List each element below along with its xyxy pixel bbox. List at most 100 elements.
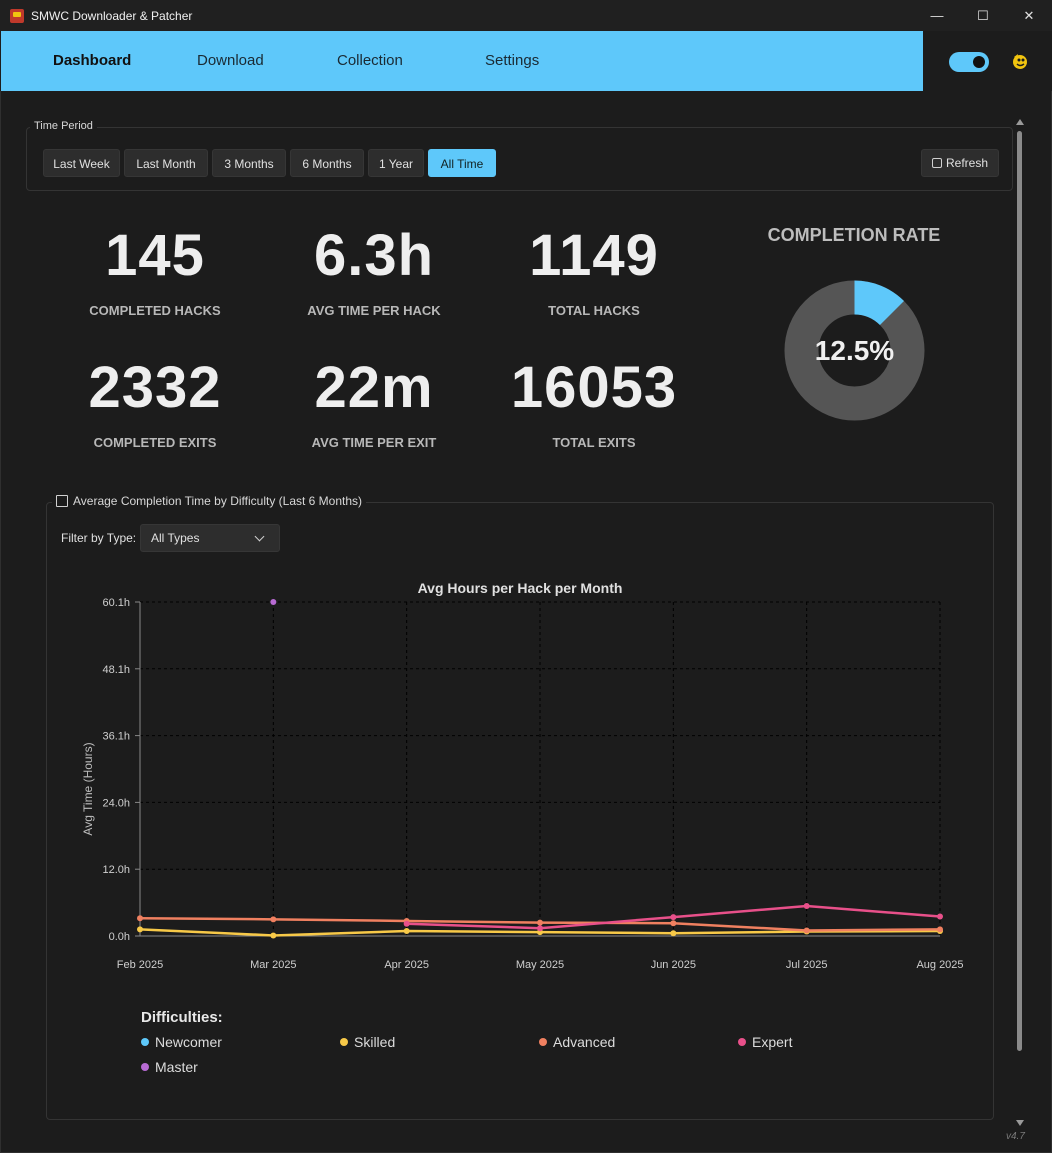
completion-donut	[784, 280, 925, 421]
time-period-group	[26, 127, 1013, 191]
app-icon	[10, 8, 24, 23]
legend-dot	[141, 1038, 149, 1046]
period-6-months-button[interactable]: 6 Months	[290, 149, 364, 177]
x-tick-label: Apr 2025	[384, 959, 429, 971]
legend-dot	[539, 1038, 547, 1046]
stat-avg-time-exit-label: AVG TIME PER EXIT	[311, 435, 437, 450]
stat-total-exits-value: 16053	[510, 355, 678, 420]
legend-dot	[141, 1063, 149, 1071]
series-point-advanced	[670, 920, 677, 927]
x-tick-label: May 2025	[516, 959, 564, 971]
stat-completed-exits-value: 2332	[88, 355, 222, 420]
chart-title: Avg Hours per Hack per Month	[418, 580, 623, 596]
scroll-down-icon[interactable]	[1016, 1120, 1024, 1126]
maximize-button[interactable]: ☐	[977, 7, 989, 23]
x-tick-label: Jul 2025	[786, 959, 828, 971]
chart-group	[46, 502, 994, 1120]
legend-item-expert: Expert	[738, 1034, 792, 1050]
tab-settings[interactable]: Settings	[485, 52, 540, 69]
donut-fill	[853, 280, 904, 326]
stat-total-hacks-value: 1149	[529, 223, 659, 288]
window-title: SMWC Downloader & Patcher	[31, 8, 193, 23]
tab-collection[interactable]: Collection	[337, 52, 403, 69]
y-tick-label: 0.0h	[109, 931, 130, 943]
y-tick-label: 12.0h	[102, 864, 130, 876]
series-point-expert	[670, 914, 677, 921]
chart-group-legend: Average Completion Time by Difficulty (L…	[52, 494, 367, 508]
series-point-skilled	[670, 930, 677, 937]
legend-item-skilled: Skilled	[340, 1034, 395, 1050]
legend-label: Expert	[752, 1034, 793, 1050]
nav-actions	[923, 31, 1051, 91]
chart-icon	[56, 495, 68, 507]
tab-download[interactable]: Download	[197, 52, 264, 69]
period-last-month-button[interactable]: Last Month	[124, 149, 208, 177]
legend-item-master: Master	[141, 1059, 198, 1075]
series-point-advanced	[937, 926, 943, 933]
time-period-legend: Time Period	[30, 120, 97, 132]
stat-completed-hacks-value: 145	[105, 223, 205, 288]
refresh-button[interactable]: Refresh	[921, 149, 999, 177]
y-axis-label: Avg Time (Hours)	[81, 742, 95, 835]
stat-avg-time-exit-value: 22m	[314, 355, 434, 420]
filter-type-value: All Types	[151, 531, 200, 545]
filter-type-select[interactable]: All Types	[140, 524, 280, 552]
stat-completed-hacks-label: COMPLETED HACKS	[89, 303, 221, 318]
chart-group-title: Average Completion Time by Difficulty (L…	[73, 494, 363, 508]
series-point-expert	[937, 913, 943, 920]
legend-item-advanced: Advanced	[539, 1034, 615, 1050]
period-1-year-button[interactable]: 1 Year	[368, 149, 424, 177]
series-point-advanced	[537, 919, 543, 926]
filter-type-label: Filter by Type:	[61, 531, 137, 545]
refresh-icon	[931, 158, 942, 168]
y-tick-label: 24.0h	[102, 797, 130, 809]
series-point-advanced	[803, 927, 810, 934]
series-point-expert	[803, 902, 810, 909]
series-point-skilled	[270, 932, 277, 939]
period-3-months-button[interactable]: 3 Months	[212, 149, 286, 177]
stat-completed-exits-label: COMPLETED EXITS	[93, 435, 217, 450]
series-point-skilled	[403, 927, 410, 934]
nav-bar: Dashboard Download Collection Settings	[1, 31, 923, 91]
period-all-time-button[interactable]: All Time	[428, 149, 496, 177]
series-point-expert	[403, 920, 410, 927]
refresh-label: Refresh	[945, 156, 989, 170]
minimize-button[interactable]: —	[930, 8, 944, 23]
legend-label: Newcomer	[155, 1034, 222, 1050]
stat-total-hacks-label: TOTAL HACKS	[548, 303, 640, 318]
period-last-week-button[interactable]: Last Week	[43, 149, 120, 177]
x-tick-label: Aug 2025	[916, 959, 963, 971]
legend-label: Advanced	[553, 1034, 616, 1050]
close-button[interactable]: ✕	[1023, 7, 1035, 23]
legend-label: Master	[155, 1059, 198, 1075]
x-tick-label: Jun 2025	[651, 959, 696, 971]
x-tick-label: Mar 2025	[250, 959, 296, 971]
title-bar: SMWC Downloader & Patcher — ☐ ✕	[0, 0, 1052, 31]
difficulties-title: Difficulties:	[141, 1009, 223, 1026]
theme-toggle[interactable]	[949, 52, 989, 72]
scroll-up-icon[interactable]	[1016, 119, 1024, 125]
mascot-icon[interactable]	[1010, 51, 1030, 71]
scrollbar-thumb[interactable]	[1017, 131, 1022, 1051]
legend-label: Skilled	[354, 1034, 396, 1050]
legend-item-newcomer: Newcomer	[141, 1034, 222, 1050]
completion-rate-value: 12.5%	[814, 335, 895, 366]
y-tick-label: 48.1h	[102, 664, 130, 676]
stat-avg-time-hack-label: AVG TIME PER HACK	[307, 303, 441, 318]
y-tick-label: 36.1h	[102, 731, 130, 743]
series-point-advanced	[270, 916, 277, 923]
stat-avg-time-hack-value: 6.3h	[313, 223, 435, 288]
line-chart: Avg Hours per Hack per Month 0.0h 12.0h 24.…	[81, 580, 964, 971]
chevron-down-icon	[254, 531, 265, 542]
legend-dot	[340, 1038, 348, 1046]
version-label: v4.7	[1006, 1131, 1025, 1142]
series-point-expert	[537, 925, 543, 932]
y-tick-label: 60.1h	[102, 597, 130, 609]
legend-dot	[738, 1038, 746, 1046]
series-point-skilled	[137, 926, 143, 933]
series-point-advanced	[137, 915, 143, 922]
vertical-scrollbar[interactable]	[1014, 119, 1026, 1126]
completion-rate-title: COMPLETION RATE	[767, 225, 941, 245]
tab-dashboard[interactable]: Dashboard	[53, 52, 132, 69]
toggle-knob	[973, 56, 985, 68]
